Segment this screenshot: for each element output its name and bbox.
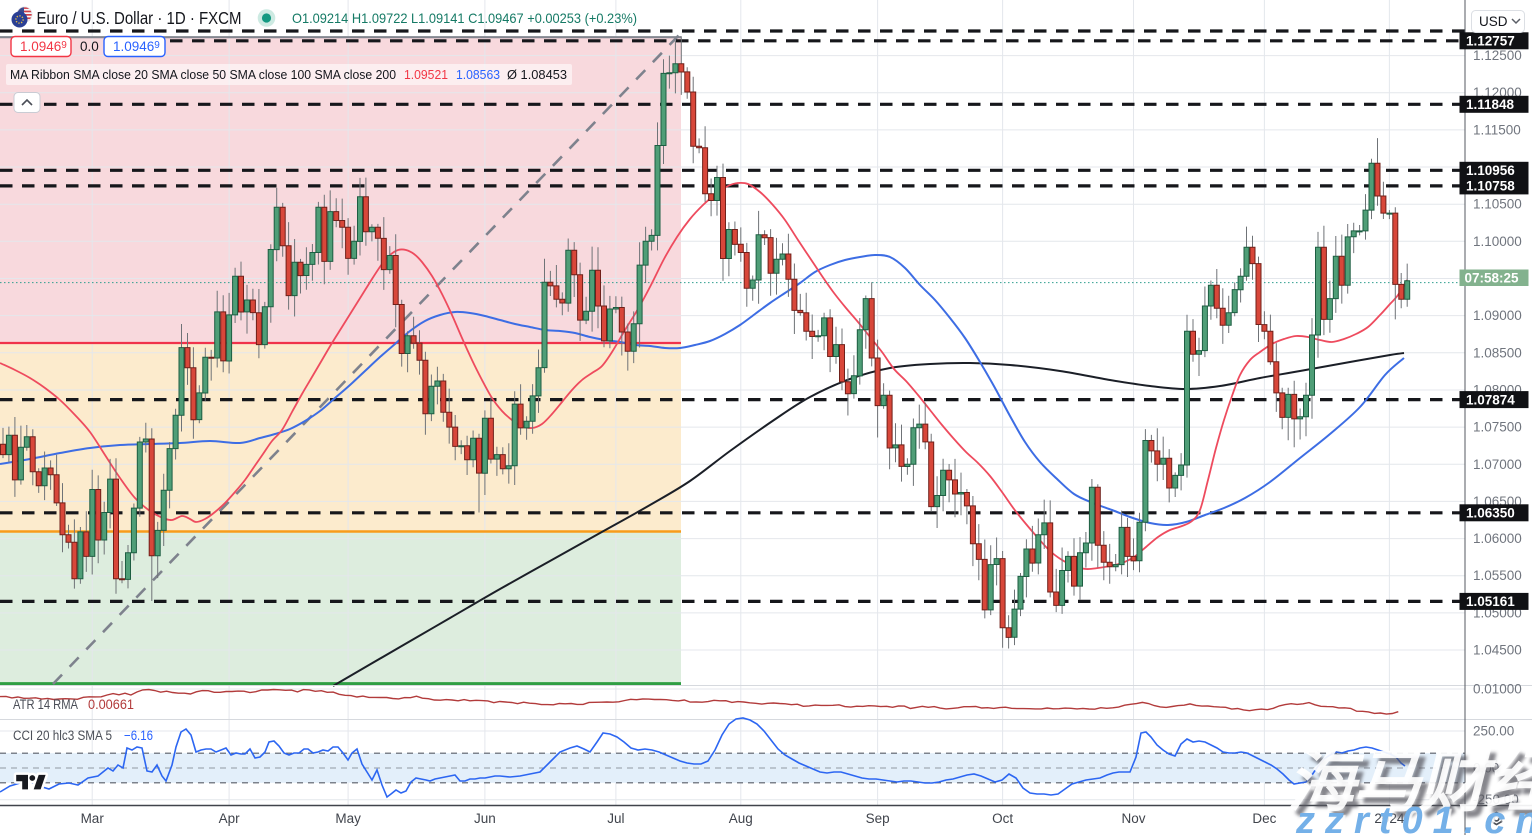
svg-text:CCI 20 hlc3 SMA 5: CCI 20 hlc3 SMA 5 [13, 728, 112, 743]
svg-text:Jul: Jul [607, 811, 624, 826]
svg-text:0.00661: 0.00661 [88, 697, 134, 712]
svg-text:1.07500: 1.07500 [1473, 420, 1522, 435]
svg-text:2024: 2024 [1374, 811, 1405, 826]
svg-text:1.10956: 1.10956 [1466, 163, 1515, 178]
svg-text:1.06350: 1.06350 [1466, 506, 1515, 521]
svg-text:1.11848: 1.11848 [1466, 97, 1515, 112]
svg-text:−6.16: −6.16 [124, 728, 153, 743]
svg-text:USD: USD [1479, 14, 1508, 29]
svg-text:250.00: 250.00 [1473, 724, 1514, 739]
svg-text:07:58:25: 07:58:25 [1465, 271, 1520, 286]
svg-text:1.08563: 1.08563 [456, 67, 500, 82]
svg-text:1.09000: 1.09000 [1473, 308, 1522, 323]
svg-text:Euro / U.S. Dollar · 1D · FXCM: Euro / U.S. Dollar · 1D · FXCM [37, 8, 242, 28]
svg-text:1.07874: 1.07874 [1466, 392, 1515, 407]
svg-text:1.10758: 1.10758 [1466, 179, 1515, 194]
svg-text:Aug: Aug [729, 811, 753, 826]
svg-text:Apr: Apr [219, 811, 241, 826]
svg-text:Sep: Sep [866, 811, 890, 826]
svg-text:Nov: Nov [1121, 811, 1145, 826]
svg-text:Dec: Dec [1252, 811, 1276, 826]
svg-text:1.12500: 1.12500 [1473, 48, 1522, 63]
svg-text:1.11500: 1.11500 [1473, 122, 1521, 137]
svg-text:Jun: Jun [474, 811, 496, 826]
svg-text:ATR 14 RMA: ATR 14 RMA [13, 697, 78, 712]
svg-text:Mar: Mar [81, 811, 105, 826]
svg-text:May: May [335, 811, 361, 826]
svg-text:1.05161: 1.05161 [1466, 594, 1515, 609]
svg-text:Oct: Oct [992, 811, 1013, 826]
svg-text:1.09469: 1.09469 [20, 39, 67, 54]
svg-text:O1.09214 H1.09722 L1.09141 C1.: O1.09214 H1.09722 L1.09141 C1.09467 +0.0… [292, 11, 637, 26]
svg-text:1.04500: 1.04500 [1473, 643, 1522, 658]
svg-text:1.10500: 1.10500 [1473, 197, 1522, 212]
svg-text:-250.00: -250.00 [1473, 792, 1519, 807]
svg-text:1.08500: 1.08500 [1473, 345, 1522, 360]
svg-text:1.09521: 1.09521 [404, 67, 448, 82]
svg-text:1.07000: 1.07000 [1473, 457, 1522, 472]
svg-text:1.06000: 1.06000 [1473, 531, 1522, 546]
svg-text:0.0: 0.0 [80, 39, 99, 54]
svg-text:1.10000: 1.10000 [1473, 234, 1522, 249]
svg-text:0.01000: 0.01000 [1473, 682, 1522, 697]
svg-text:1.12757: 1.12757 [1466, 34, 1515, 49]
svg-text:Ø 1.08453: Ø 1.08453 [507, 67, 567, 82]
svg-text:1.09469: 1.09469 [113, 39, 160, 54]
svg-text:MA Ribbon SMA close 20 SMA clo: MA Ribbon SMA close 20 SMA close 50 SMA … [10, 67, 396, 82]
svg-text:0.00: 0.00 [1473, 761, 1499, 776]
svg-text:1.05500: 1.05500 [1473, 568, 1522, 583]
